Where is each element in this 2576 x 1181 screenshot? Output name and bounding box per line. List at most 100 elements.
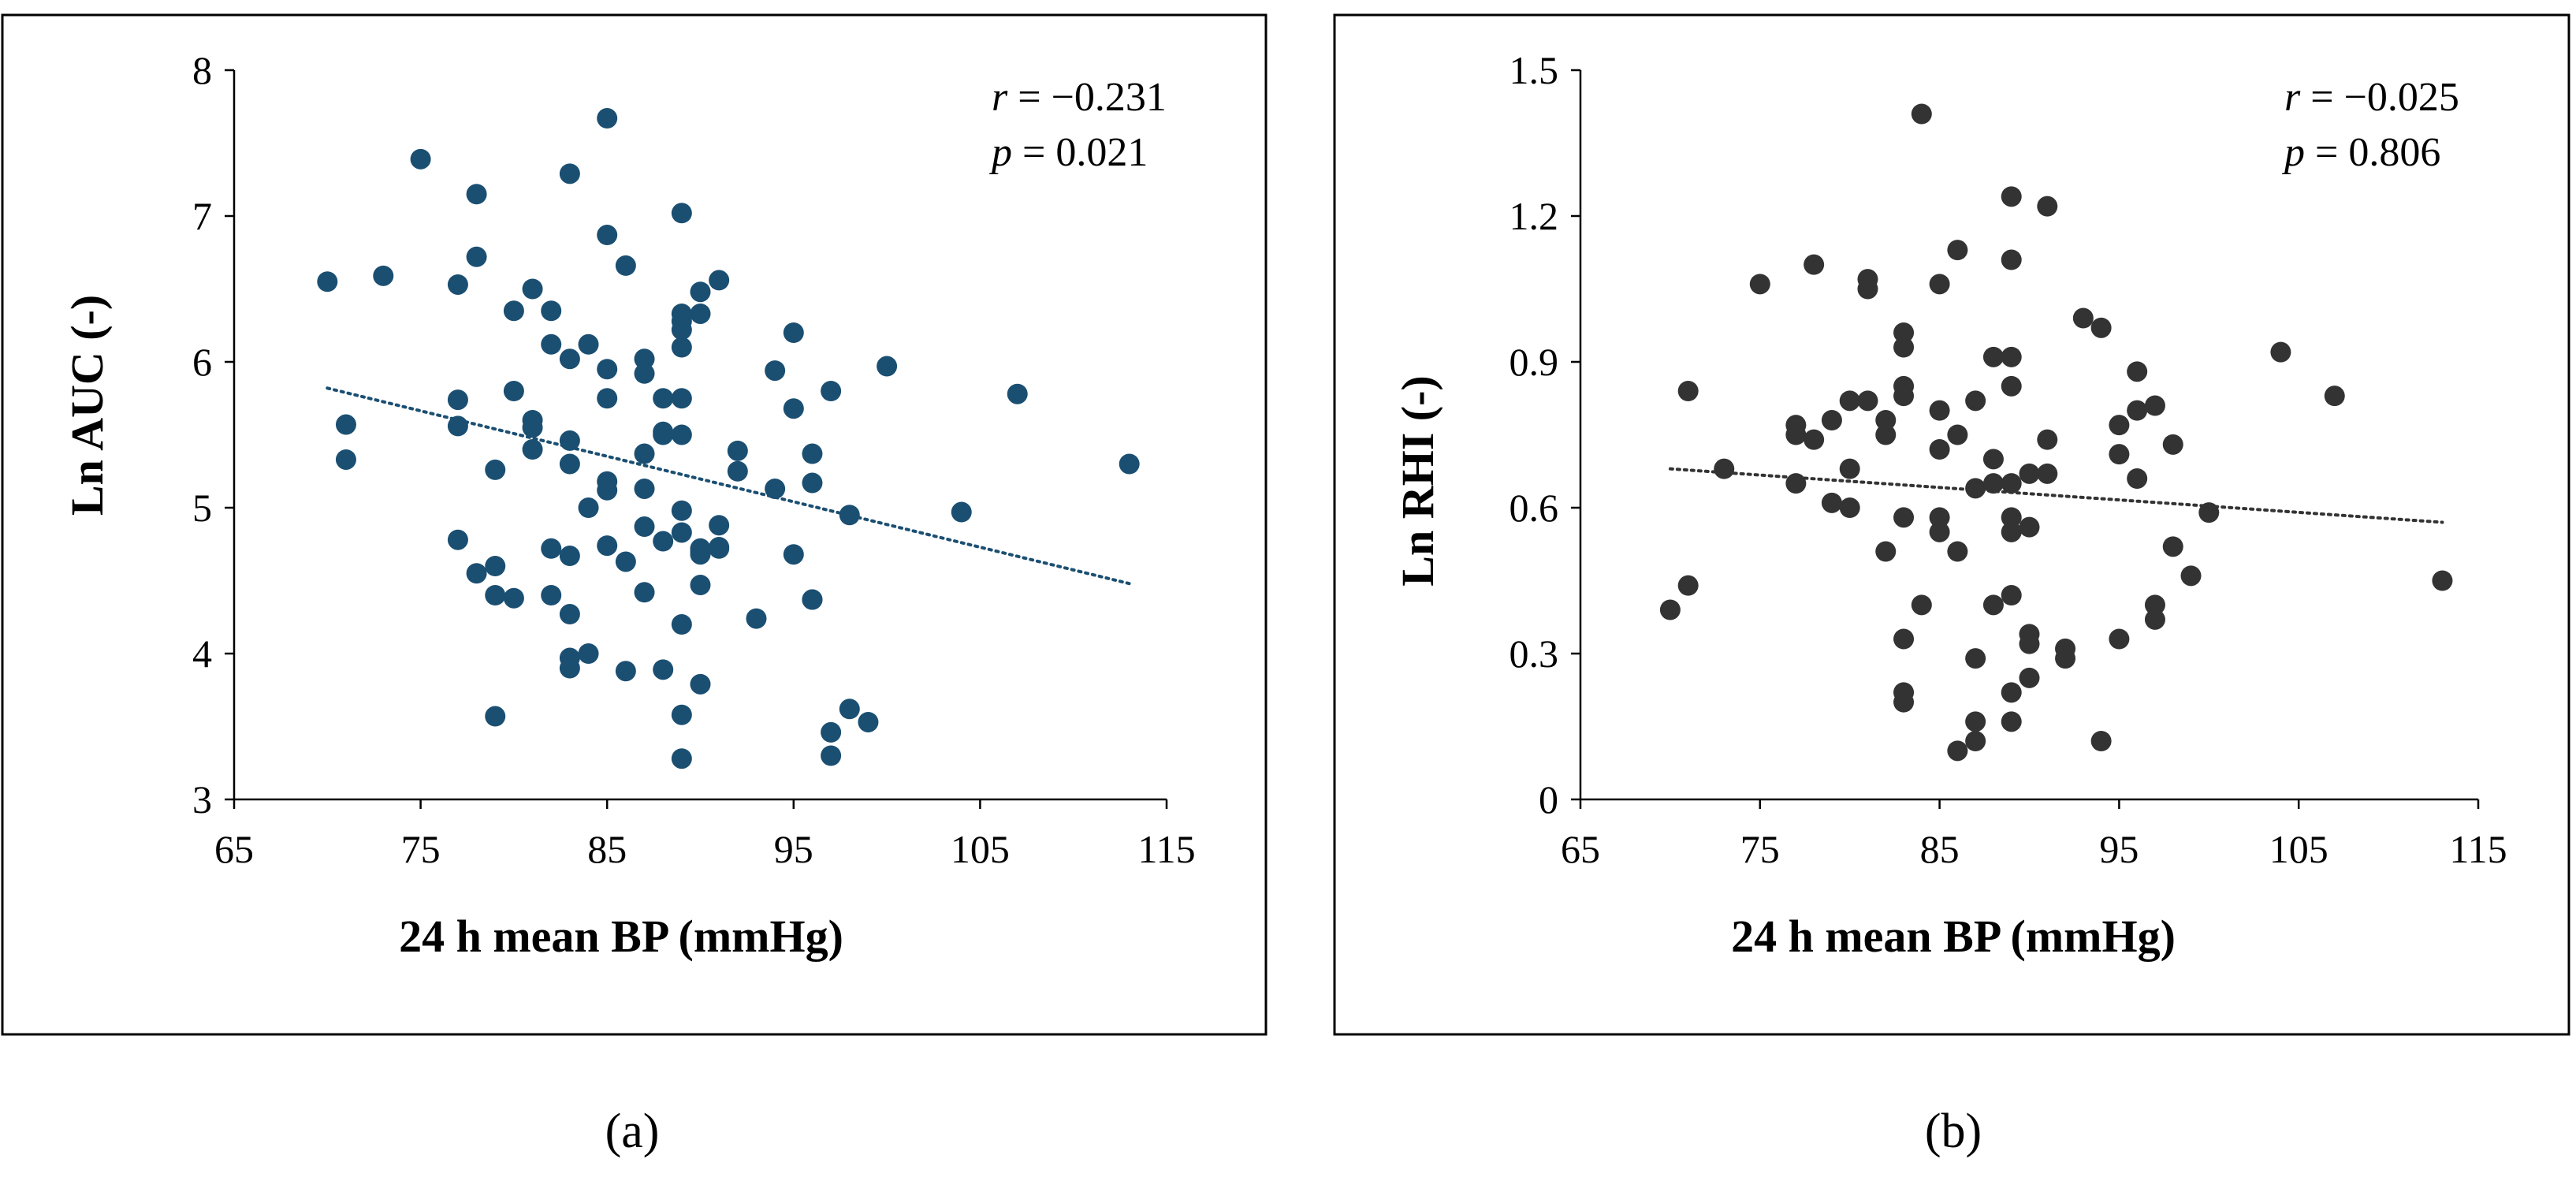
- panel-b-x-tick-label: 85: [1920, 827, 1960, 871]
- panel-a-y-tick-label: 8: [192, 48, 212, 92]
- panel-a-data-point: [802, 589, 823, 610]
- panel-b-data-point: [2019, 633, 2040, 654]
- panel-a-data-point: [671, 522, 692, 543]
- panel-a-y-tick-label: 3: [192, 777, 212, 821]
- panel-a-plot: 3 4 5 6 7 8 65 75 85 95 105 115: [192, 48, 1196, 871]
- panel-b-data-point: [1785, 473, 1807, 494]
- panel-b-data-point: [1911, 103, 1932, 125]
- panel-b-data-point: [2144, 594, 2165, 616]
- panel-b-data-point: [1839, 390, 1860, 412]
- panel-b-data-point: [1982, 346, 2004, 367]
- panel-a-y-tick-label: 6: [192, 340, 212, 384]
- panel-a-data-point: [559, 453, 580, 475]
- panel-a-data-point: [541, 538, 562, 559]
- panel-a-data-point: [447, 389, 468, 411]
- panel-a-data-point: [690, 303, 711, 324]
- panel-b-data-point: [2109, 415, 2130, 436]
- panel-b-y-tick-label: 0.3: [1509, 631, 1559, 676]
- panel-b-data-point: [1965, 711, 1986, 732]
- panel-a-data-point: [802, 472, 823, 494]
- panel-b-data-point: [2001, 186, 2022, 207]
- panel-b-data-point: [2090, 317, 2112, 338]
- panel-a-data-point: [447, 529, 468, 550]
- panel-b-frame: [1333, 13, 2570, 1036]
- panel-b-y-tick-label: 0: [1539, 777, 1558, 821]
- panel-a-y-tick-label: 4: [192, 631, 212, 676]
- panel-a-data-point: [783, 398, 804, 419]
- panel-b-data-point: [1804, 429, 1825, 450]
- panel-a-data-point: [821, 381, 842, 401]
- panel-a-data-point: [615, 255, 636, 276]
- panel-b-data-point: [2001, 585, 2022, 605]
- panel-a-data-point: [634, 348, 655, 370]
- panel-a-data-point: [671, 704, 692, 725]
- panel-b-data-point: [1911, 594, 1932, 616]
- panel-b-data-point: [1804, 254, 1825, 275]
- panel-a-data-point: [802, 443, 823, 464]
- panel-a-data-point: [559, 163, 580, 184]
- panel-a-data-point: [653, 388, 674, 409]
- panel-a-data-point: [615, 661, 636, 682]
- panel-b-data-point: [1893, 507, 1915, 528]
- panel-a-data-point: [765, 360, 786, 382]
- panel-a-data-point: [447, 415, 468, 437]
- panel-b-data-point: [1947, 424, 1968, 445]
- panel-b-data-point: [1965, 390, 1986, 412]
- panel-b-data-point: [1965, 648, 1986, 669]
- panel-a-data-point: [317, 271, 338, 292]
- panel-a-p-stat: p = 0.021: [988, 130, 1148, 175]
- panel-b-data-point: [2324, 386, 2345, 407]
- panel-a-r-label: r: [992, 75, 1008, 120]
- panel-a-data-point: [727, 460, 748, 482]
- panel-b-data-point: [1893, 628, 1915, 650]
- panel-b-data-point: [2162, 536, 2183, 557]
- panel-b: 0 0.3 0.6 0.9 1.2 1.5 65 75 85 95 105 115 24 h mean…: [1333, 13, 2570, 1158]
- panel-b-data-point: [1982, 594, 2004, 616]
- panel-a-data-point: [578, 333, 599, 355]
- panel-b-y-tick-label: 1.5: [1509, 48, 1559, 92]
- panel-a-data-point: [690, 575, 711, 596]
- panel-b-data-point: [1893, 322, 1915, 343]
- panel-a-data-point: [447, 274, 468, 295]
- panel-b-data-point: [2109, 628, 2130, 650]
- panel-b-data-point: [1893, 337, 1915, 358]
- panel-b-data-point: [2001, 711, 2022, 732]
- panel-b-data-point: [2055, 648, 2076, 669]
- panel-b-y-tick-label: 1.2: [1509, 194, 1559, 238]
- panel-b-data-point: [2127, 361, 2148, 382]
- panel-b-data-point: [2037, 429, 2058, 450]
- panel-a-data-point: [653, 659, 674, 680]
- panel-a-data-point: [709, 270, 730, 291]
- panel-b-p-label: p: [2281, 130, 2305, 175]
- panel-a-data-point: [746, 608, 767, 629]
- panel-b-data-point: [1785, 424, 1807, 445]
- panel-b-x-axis-title: 24 h mean BP (mmHg): [1731, 911, 2176, 962]
- panel-a-data-point: [485, 585, 506, 605]
- panel-a-data-point: [653, 531, 674, 552]
- panel-a-data-point: [1007, 383, 1028, 404]
- panel-b-data-point: [1714, 458, 1735, 479]
- panel-b-data-point: [1875, 541, 1897, 562]
- panel-a-data-point: [671, 319, 692, 341]
- panel-a-data-point: [951, 501, 972, 523]
- panel-a-r-value: = −0.231: [1007, 75, 1167, 120]
- panel-b-data-point: [1929, 439, 1950, 460]
- panel-a-data-point: [466, 246, 487, 267]
- panel-b-data-point: [1947, 740, 1968, 762]
- panel-a-data-point: [727, 440, 748, 461]
- panel-a-y-tick-label: 5: [192, 486, 212, 530]
- panel-a-data-point: [559, 546, 580, 567]
- panel-b-data-point: [2162, 434, 2183, 455]
- panel-b-data-point: [1839, 458, 1860, 479]
- panel-b-data-point: [1749, 274, 1770, 295]
- panel-a-y-axis-title: Ln AUC (-): [61, 295, 113, 516]
- panel-a-data-point: [597, 535, 618, 557]
- panel-a-data-point: [541, 333, 562, 355]
- panel-b-data-point: [2109, 444, 2130, 465]
- panel-b-data-point: [1965, 731, 1986, 751]
- panel-b-data-point: [1857, 390, 1878, 412]
- panel-b-data-point: [1677, 381, 1699, 401]
- panel-a-data-point: [541, 585, 562, 605]
- panel-a-data-point: [485, 706, 506, 727]
- panel-b-data-point: [1929, 507, 1950, 528]
